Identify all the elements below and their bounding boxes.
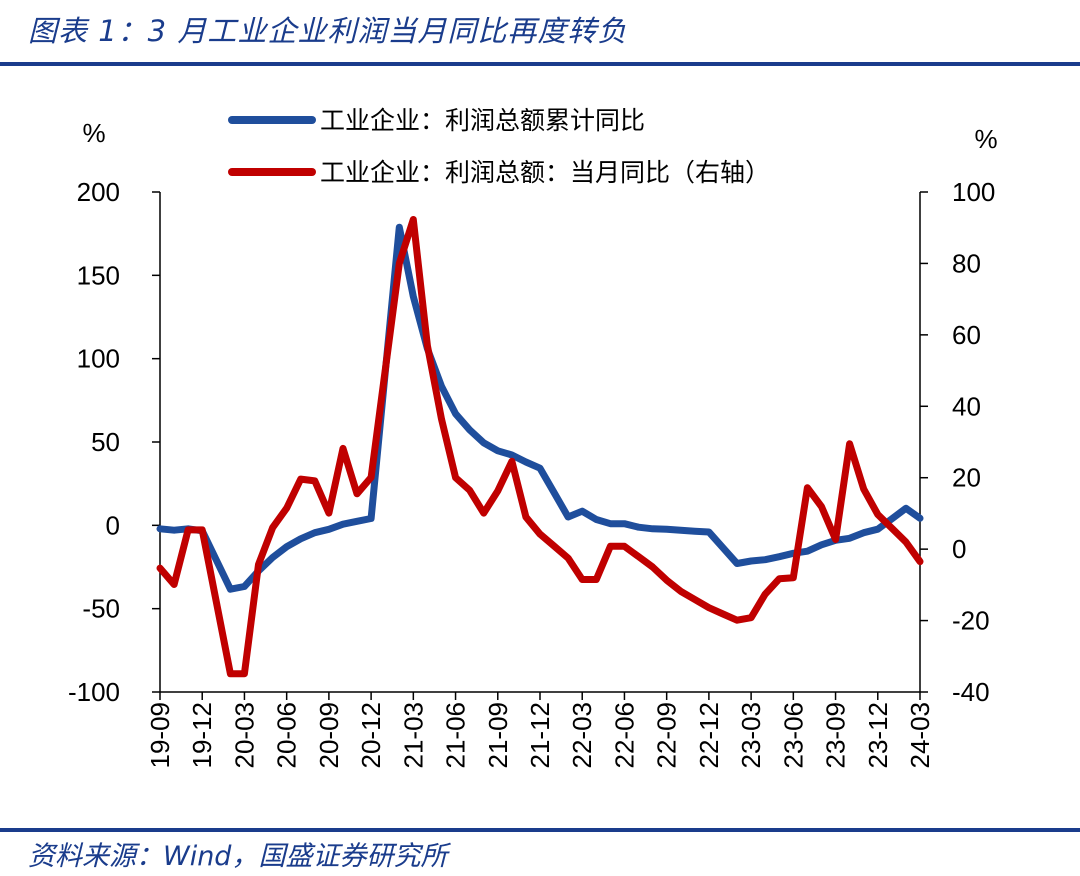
x-tick-label: 22-06 <box>609 702 639 769</box>
x-tick-label: 21-09 <box>483 702 513 769</box>
left-tick-label: 0 <box>106 510 120 540</box>
x-tick-label: 22-03 <box>567 702 597 769</box>
x-tick-label: 23-09 <box>821 702 851 769</box>
x-tick-label: 23-06 <box>778 702 808 769</box>
x-tick-label: 19-09 <box>145 702 175 769</box>
right-tick-label: 20 <box>952 463 981 493</box>
series-line-monthly <box>156 216 924 678</box>
right-tick-label: 40 <box>952 391 981 421</box>
series-line-cumulative <box>156 223 924 593</box>
x-tick-label: 19-12 <box>187 702 217 769</box>
x-tick-label: 20-06 <box>272 702 302 769</box>
x-tick-label: 21-12 <box>525 702 555 769</box>
x-tick-label: 21-06 <box>441 702 471 769</box>
legend-label: 工业企业：利润总额累计同比 <box>320 106 645 135</box>
x-tick-label: 22-12 <box>694 702 724 769</box>
right-axis-unit: % <box>974 124 997 154</box>
left-axis-unit: % <box>82 118 105 148</box>
x-tick-label: 24-03 <box>905 702 935 769</box>
left-tick-label: -100 <box>68 677 120 707</box>
source-note: 资料来源：Wind，国盛证券研究所 <box>28 841 448 872</box>
right-tick-label: 100 <box>952 177 995 207</box>
right-tick-label: 80 <box>952 248 981 278</box>
legend-label: 工业企业：利润总额：当月同比（右轴） <box>320 158 770 187</box>
figure-title: 图表 1：3 月工业企业利润当月同比再度转负 <box>28 14 628 48</box>
right-tick-label: -40 <box>952 677 990 707</box>
right-tick-label: 0 <box>952 534 966 564</box>
left-tick-label: 200 <box>77 177 120 207</box>
left-tick-label: -50 <box>82 594 120 624</box>
x-tick-label: 23-03 <box>736 702 766 769</box>
right-tick-label: -20 <box>952 606 990 636</box>
x-tick-label: 23-12 <box>863 702 893 769</box>
x-tick-label: 20-03 <box>229 702 259 769</box>
right-tick-label: 60 <box>952 320 981 350</box>
left-tick-label: 150 <box>77 260 120 290</box>
left-tick-label: 100 <box>77 344 120 374</box>
x-tick-label: 21-03 <box>398 702 428 769</box>
x-tick-label: 20-09 <box>314 702 344 769</box>
left-tick-label: 50 <box>91 427 120 457</box>
bottom-rule <box>0 828 1080 832</box>
chart-series <box>156 216 924 678</box>
x-tick-label: 20-12 <box>356 702 386 769</box>
top-rule <box>0 62 1080 66</box>
x-tick-label: 22-09 <box>652 702 682 769</box>
